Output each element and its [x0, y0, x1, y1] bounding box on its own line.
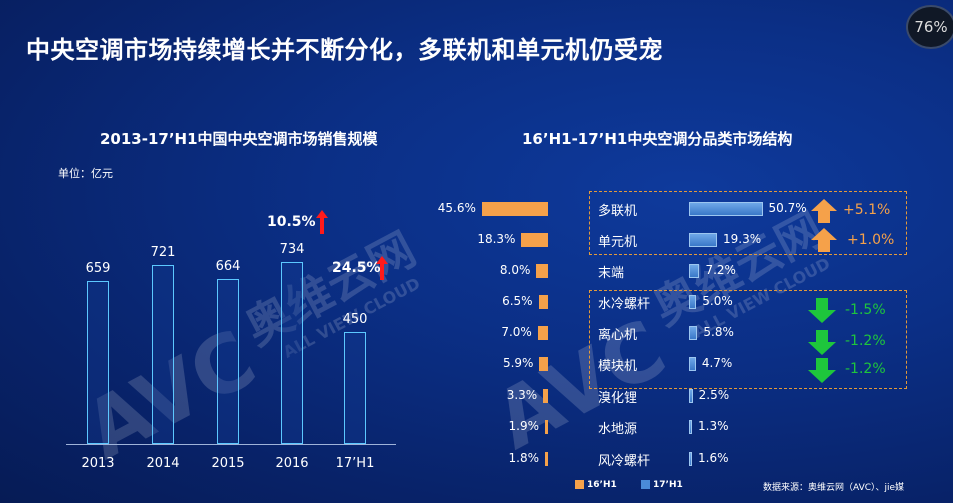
- category-label: 水地源: [598, 422, 638, 437]
- bar-16h1: [536, 264, 548, 278]
- growth-label-17h1: 24.5%: [332, 260, 381, 276]
- x-tick-label: 17’H1: [335, 456, 375, 471]
- bar-value-label: 734: [279, 241, 305, 257]
- legend-16h1: 16’H1: [575, 480, 617, 490]
- orange-up-arrow-icon: [811, 228, 837, 252]
- category-label: 末端: [598, 266, 625, 281]
- green-down-arrow-icon: [808, 298, 836, 324]
- change-modular: -1.2%: [845, 361, 886, 377]
- growth-group-box: [589, 191, 907, 255]
- green-down-arrow-icon: [808, 330, 836, 356]
- unit-label: 单位：亿元: [58, 167, 113, 180]
- bar-17h1: [689, 326, 698, 340]
- value-16h1: 8.0%: [499, 263, 531, 277]
- bar-16h1: [537, 326, 548, 340]
- sales-bar: [152, 265, 174, 444]
- value-17h1: 50.7%: [768, 201, 807, 215]
- legend-label-16h1: 16’H1: [587, 480, 617, 490]
- value-16h1: 1.8%: [508, 451, 540, 465]
- sales-bar: [281, 261, 303, 444]
- bar-value-label: 659: [85, 260, 111, 276]
- category-label: 溴化锂: [598, 391, 638, 406]
- decline-group-box: [589, 290, 907, 389]
- x-tick-label: 2014: [146, 456, 180, 471]
- green-down-arrow-icon: [808, 358, 836, 384]
- bar-17h1: [689, 389, 693, 403]
- value-17h1: 5.0%: [702, 294, 733, 308]
- value-17h1: 19.3%: [722, 232, 762, 246]
- red-up-arrow-icon: [376, 256, 388, 280]
- red-up-arrow-icon: [316, 210, 328, 234]
- value-17h1: 5.8%: [703, 325, 734, 339]
- value-17h1: 1.6%: [698, 451, 729, 465]
- change-water-screw: -1.5%: [845, 302, 886, 318]
- legend-swatch-blue: [641, 480, 650, 489]
- legend-17h1: 17’H1: [641, 480, 683, 490]
- sales-bar: [344, 332, 366, 444]
- change-unitary: +1.0%: [847, 232, 895, 248]
- legend-label-17h1: 17’H1: [653, 480, 683, 490]
- value-16h1: 45.6%: [437, 201, 476, 215]
- value-16h1: 7.0%: [501, 325, 532, 339]
- category-label: 多联机: [598, 204, 638, 219]
- value-16h1: 6.5%: [502, 294, 533, 308]
- value-17h1: 7.2%: [705, 263, 736, 277]
- bar-value-label: 450: [342, 312, 368, 328]
- bar-17h1: [689, 233, 717, 247]
- bar-17h1: [689, 357, 696, 371]
- value-16h1: 3.3%: [506, 388, 538, 402]
- left-chart-title: 2013-17’H1中国中央空调市场销售规模: [100, 130, 378, 148]
- category-label: 单元机: [598, 235, 638, 250]
- page-title: 中央空调市场持续增长并不断分化，多联机和单元机仍受宠: [26, 36, 663, 64]
- bar-17h1: [689, 264, 700, 278]
- bar-17h1: [689, 452, 692, 466]
- value-16h1: 5.9%: [502, 356, 534, 370]
- legend-swatch-orange: [575, 480, 584, 489]
- bar-16h1: [521, 233, 548, 247]
- right-chart-title: 16’H1-17’H1中央空调分品类市场结构: [522, 130, 793, 148]
- value-16h1: 18.3%: [477, 232, 516, 246]
- value-16h1: 1.9%: [508, 419, 540, 433]
- progress-badge: 76%: [906, 5, 953, 49]
- bar-16h1: [481, 202, 548, 216]
- orange-up-arrow-icon: [811, 199, 837, 223]
- bar-17h1: [689, 202, 763, 216]
- category-label: 模块机: [598, 359, 638, 374]
- x-tick-label: 2013: [81, 456, 115, 471]
- x-tick-label: 2016: [275, 456, 309, 471]
- bar-value-label: 721: [150, 245, 176, 261]
- data-source: 数据来源：奥维云网（AVC）、jie媒: [763, 483, 905, 493]
- category-label: 离心机: [598, 328, 638, 343]
- bar-16h1: [539, 357, 548, 371]
- bar-17h1: [689, 420, 692, 434]
- sales-bar: [87, 280, 109, 444]
- bar-16h1: [543, 389, 548, 403]
- x-tick-label: 2015: [211, 456, 245, 471]
- change-centrifugal: -1.2%: [845, 333, 886, 349]
- growth-label-2016: 10.5%: [267, 214, 316, 230]
- change-multi-split: +5.1%: [843, 202, 891, 218]
- bar-16h1: [545, 420, 548, 434]
- category-label: 风冷螺杆: [598, 454, 651, 469]
- sales-bar: [217, 279, 239, 444]
- bar-16h1: [538, 295, 548, 309]
- bar-16h1: [545, 452, 548, 466]
- bar-17h1: [689, 295, 697, 309]
- value-17h1: 1.3%: [698, 419, 729, 433]
- value-17h1: 2.5%: [698, 388, 730, 402]
- x-axis: [66, 444, 396, 445]
- value-17h1: 4.7%: [701, 356, 733, 370]
- bar-value-label: 664: [215, 259, 241, 275]
- category-label: 水冷螺杆: [598, 297, 651, 312]
